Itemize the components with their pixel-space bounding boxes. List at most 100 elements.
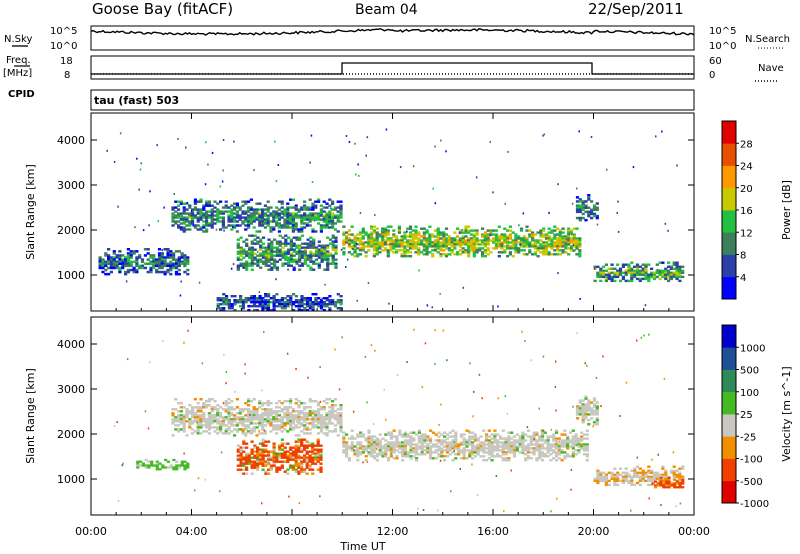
echo-cell	[503, 239, 507, 242]
echo-cell	[129, 264, 133, 268]
echo-cell	[564, 251, 568, 254]
echo-cell	[345, 447, 349, 450]
echo-cell	[484, 437, 489, 440]
echo-cell	[186, 260, 190, 263]
echo-cell	[252, 309, 257, 312]
echo-cell	[227, 422, 231, 425]
echo-cell	[319, 230, 323, 233]
echo-cell	[250, 252, 254, 255]
echo-cell	[503, 227, 507, 230]
echo-cell	[308, 398, 312, 401]
echo-cell	[319, 224, 323, 227]
echo-cell	[384, 445, 388, 448]
scatter-cell	[590, 136, 593, 138]
echo-cell	[367, 235, 371, 238]
echo-cell	[283, 414, 287, 417]
echo-cell	[599, 267, 603, 270]
echo-cell	[328, 412, 332, 415]
echo-cell	[560, 443, 564, 446]
echo-cell	[233, 208, 237, 211]
echo-cell	[107, 258, 111, 261]
echo-cell	[361, 433, 365, 436]
echo-cell	[522, 239, 526, 242]
echo-cell	[467, 239, 471, 242]
echo-cell	[476, 445, 480, 448]
echo-cell	[528, 233, 532, 236]
echo-cell	[647, 483, 651, 487]
echo-cell	[560, 441, 564, 444]
echo-cell	[408, 235, 413, 238]
echo-cell	[289, 254, 293, 257]
echo-cell	[613, 275, 617, 279]
echo-cell	[303, 412, 307, 415]
echo-cell	[302, 438, 307, 441]
echo-cell	[557, 449, 561, 452]
echo-cell	[546, 443, 550, 446]
echo-cell	[417, 441, 421, 444]
echo-cell	[473, 449, 477, 452]
echo-cell	[289, 258, 293, 261]
scatter-cell	[287, 454, 290, 457]
echo-cell	[566, 439, 570, 442]
echo-cell	[267, 468, 271, 471]
echo-cell	[177, 208, 181, 211]
echo-cell	[361, 235, 365, 238]
echo-cell	[266, 210, 270, 213]
echo-cell	[621, 471, 625, 474]
echo-cell	[339, 309, 343, 312]
echo-cell	[196, 416, 200, 419]
echo-cell	[238, 420, 242, 423]
echo-cell	[412, 449, 416, 452]
echo-cell	[280, 424, 284, 427]
echo-cell	[227, 402, 231, 405]
echo-cell	[483, 243, 487, 246]
echo-cell	[647, 273, 651, 276]
echo-cell	[319, 444, 323, 447]
echo-cell	[526, 451, 531, 454]
echo-cell	[574, 441, 578, 444]
echo-cell	[303, 250, 307, 253]
echo-cell	[595, 401, 599, 404]
scatter-cell	[664, 222, 667, 225]
echo-cell	[552, 439, 556, 442]
echo-cell	[681, 475, 685, 478]
echo-cell	[444, 239, 449, 242]
echo-cell	[497, 255, 501, 258]
echo-cell	[266, 200, 270, 203]
echo-cell	[286, 418, 290, 421]
echo-cell	[224, 428, 228, 431]
echo-cell	[233, 424, 237, 427]
echo-cell	[596, 477, 600, 480]
echo-cell	[317, 410, 321, 413]
y-axis-label: Slant Range [km]	[24, 368, 37, 464]
echo-cell	[613, 483, 617, 487]
echo-cell	[561, 237, 565, 240]
scatter-cell	[225, 371, 228, 374]
echo-cell	[270, 256, 274, 259]
echo-cell	[316, 458, 320, 461]
echo-cell	[230, 228, 234, 231]
echo-cell	[454, 445, 458, 448]
echo-cell	[269, 230, 273, 233]
echo-cell	[144, 466, 148, 469]
echo-cell	[264, 470, 268, 473]
echo-cell	[445, 445, 449, 448]
echo-cell	[624, 271, 628, 274]
echo-cell	[314, 254, 319, 257]
echo-cell	[179, 416, 183, 419]
echo-cell	[672, 271, 676, 274]
echo-cell	[289, 402, 293, 405]
echo-cell	[506, 239, 510, 242]
echo-cell	[585, 447, 589, 450]
echo-cell	[397, 231, 401, 234]
echo-cell	[219, 428, 223, 431]
echo-cell	[322, 309, 326, 312]
echo-cell	[303, 260, 307, 263]
echo-cell	[266, 307, 271, 310]
freq-label: Freq.	[6, 55, 31, 66]
echo-cell	[320, 252, 324, 255]
scatter-cell	[359, 212, 362, 214]
echo-cell	[584, 415, 588, 418]
echo-cell	[245, 462, 249, 465]
x-tick-label: 20:00	[578, 525, 610, 538]
